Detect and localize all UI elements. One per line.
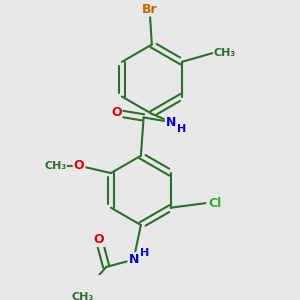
Text: N: N	[128, 253, 139, 266]
Text: CH₃: CH₃	[71, 292, 94, 300]
Text: H: H	[177, 124, 187, 134]
Text: O: O	[94, 233, 104, 246]
Text: H: H	[140, 248, 149, 258]
Text: CH₃: CH₃	[44, 161, 66, 171]
Text: N: N	[166, 116, 176, 128]
Text: O: O	[111, 106, 122, 119]
Text: CH₃: CH₃	[214, 48, 236, 58]
Text: O: O	[74, 159, 84, 172]
Text: Cl: Cl	[208, 196, 221, 210]
Text: Br: Br	[142, 2, 158, 16]
